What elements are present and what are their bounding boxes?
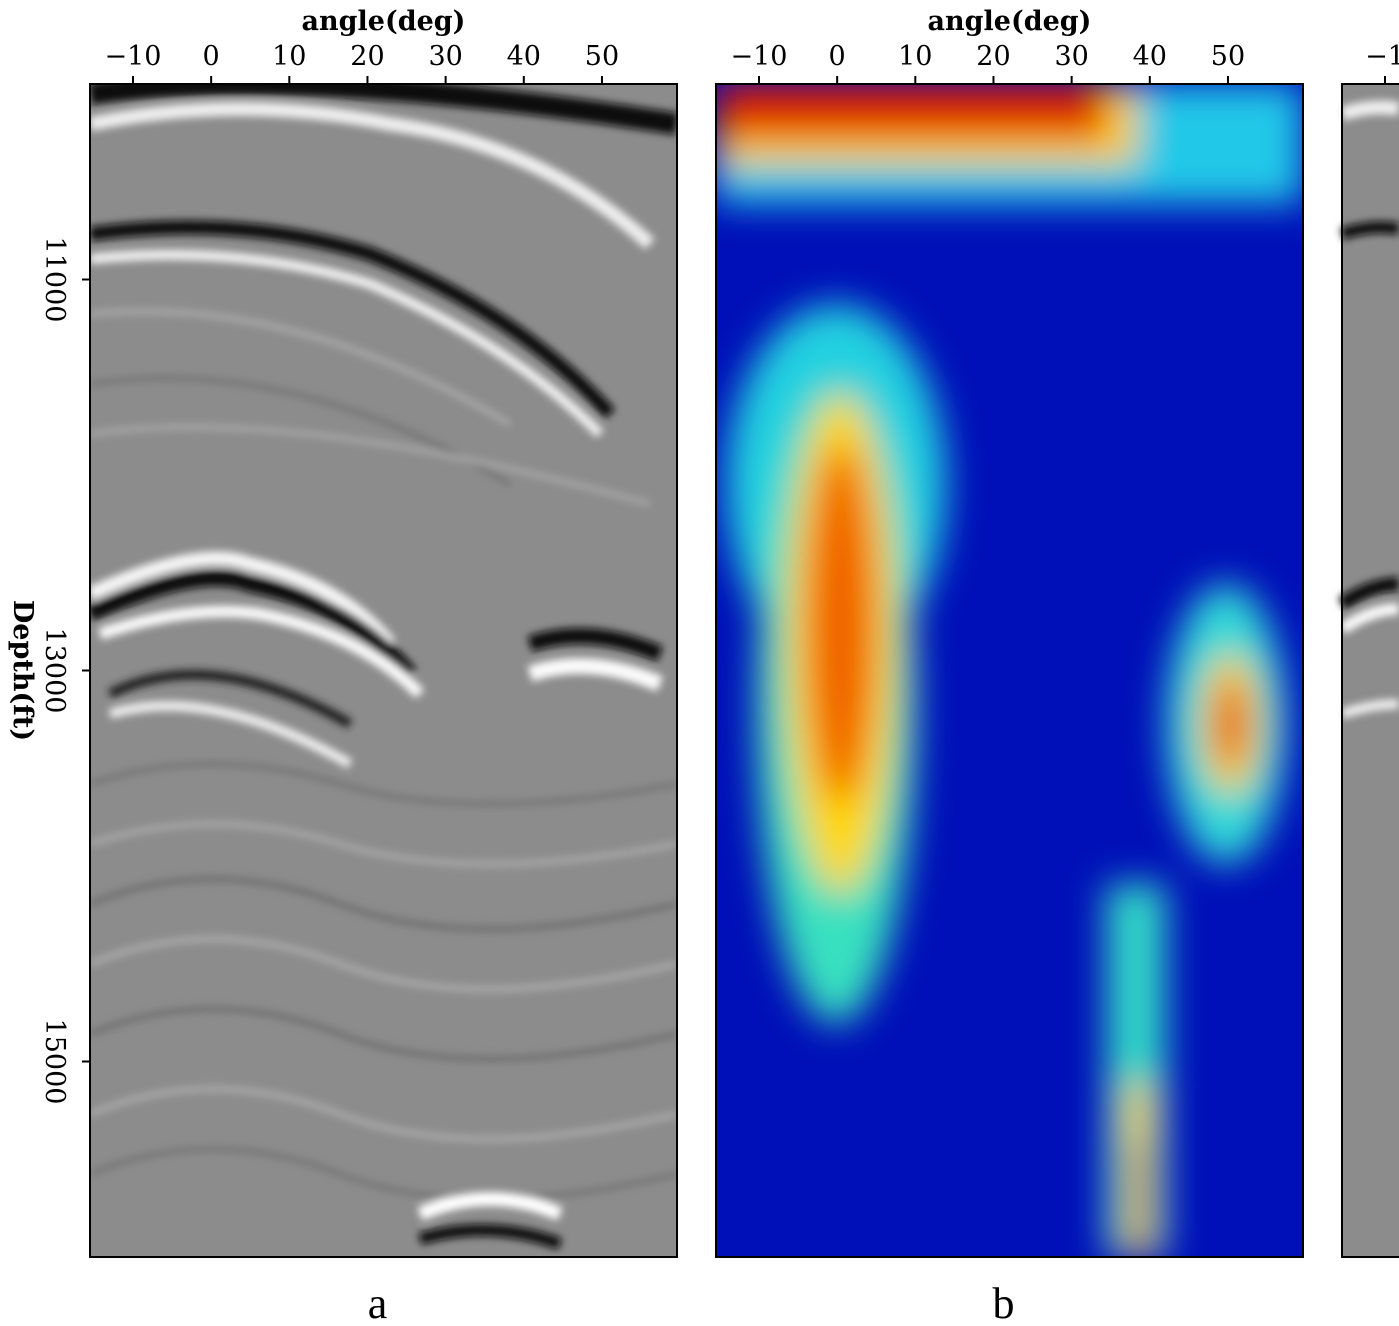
semblance-image bbox=[716, 84, 1303, 1257]
panel-label: b bbox=[993, 1279, 1015, 1326]
plot-frame bbox=[1341, 83, 1399, 1258]
y-tick-label: 11000 bbox=[39, 237, 70, 323]
x-tick-label: 20 bbox=[976, 41, 1010, 72]
x-axis-label: angle(deg) bbox=[928, 6, 1092, 37]
x-tick-label: 50 bbox=[1211, 41, 1245, 72]
x-tick-label: 0 bbox=[829, 41, 846, 72]
x-tick-label: 30 bbox=[428, 41, 462, 72]
x-tick-label: −1 bbox=[1365, 41, 1399, 72]
x-axis-label: angle(deg) bbox=[302, 6, 466, 37]
x-tick-label: 10 bbox=[898, 41, 932, 72]
x-tick-label: 10 bbox=[272, 41, 306, 72]
x-tick-label: 0 bbox=[203, 41, 220, 72]
seismic-image bbox=[90, 84, 677, 1257]
x-tick-label: 40 bbox=[1133, 41, 1167, 72]
x-tick-label: 20 bbox=[350, 41, 384, 72]
seismic-image bbox=[1338, 84, 1399, 1257]
x-tick-label: −10 bbox=[730, 41, 787, 72]
plot-frame bbox=[715, 83, 1304, 1258]
x-tick-label: 50 bbox=[585, 41, 619, 72]
x-tick-label: −10 bbox=[104, 41, 161, 72]
x-tick-label: 30 bbox=[1054, 41, 1088, 72]
y-tick-label: 15000 bbox=[39, 1019, 70, 1105]
panel-label: a bbox=[368, 1279, 388, 1326]
y-tick-label: 13000 bbox=[39, 628, 70, 714]
y-axis-label: Depth(ft) bbox=[7, 600, 38, 741]
x-tick-label: 40 bbox=[507, 41, 541, 72]
